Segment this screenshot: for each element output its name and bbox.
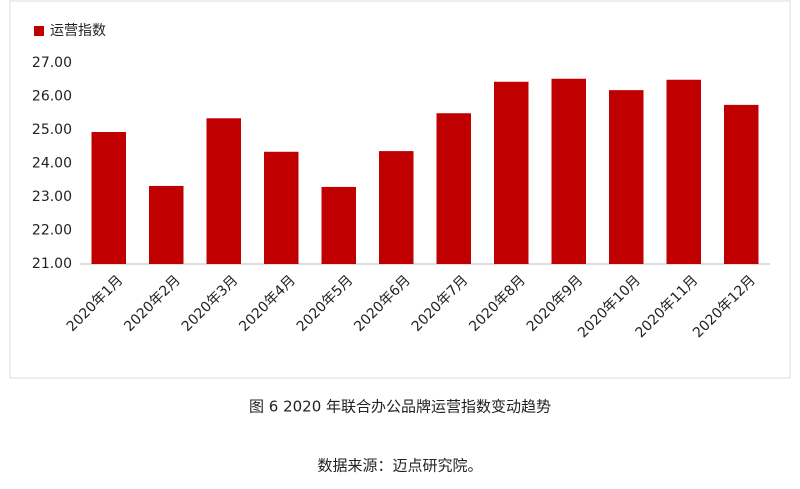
- legend-label: 运营指数: [50, 23, 106, 39]
- y-tick-label: 26.00: [32, 89, 72, 105]
- y-tick-label: 22.00: [32, 223, 72, 239]
- y-tick-label: 27.00: [32, 55, 72, 71]
- bar: [724, 104, 759, 264]
- bar: [666, 79, 701, 264]
- bar: [264, 151, 299, 264]
- x-tick-label: 2020年7月: [409, 272, 472, 335]
- bar: [321, 186, 356, 264]
- bar: [379, 151, 414, 264]
- x-tick-label: 2020年2月: [121, 272, 184, 335]
- y-tick-label: 23.00: [32, 189, 72, 205]
- x-tick-label: 2020年9月: [524, 272, 587, 335]
- x-tick-label: 2020年1月: [64, 272, 127, 335]
- source: 数据来源：迈点研究院。: [317, 457, 482, 475]
- bar: [149, 185, 184, 264]
- caption: 图 6 2020 年联合办公品牌运营指数变动趋势: [249, 398, 551, 416]
- y-tick-label: 21.00: [32, 256, 72, 272]
- x-tick-label: 2020年5月: [294, 272, 357, 335]
- bar: [436, 113, 471, 264]
- bar: [91, 132, 126, 264]
- legend-swatch: [34, 26, 44, 36]
- chart-frame: [9, 0, 791, 379]
- bar: [206, 118, 241, 265]
- x-tick-label: 2020年4月: [236, 272, 299, 335]
- y-tick-label: 24.00: [32, 156, 72, 172]
- y-tick-label: 25.00: [32, 122, 72, 138]
- x-tick-label: 2020年8月: [466, 272, 529, 335]
- bar: [551, 78, 586, 265]
- x-tick-label: 2020年3月: [179, 272, 242, 335]
- bar: [609, 90, 644, 264]
- x-tick-label: 2020年6月: [351, 272, 414, 335]
- bar: [494, 81, 529, 264]
